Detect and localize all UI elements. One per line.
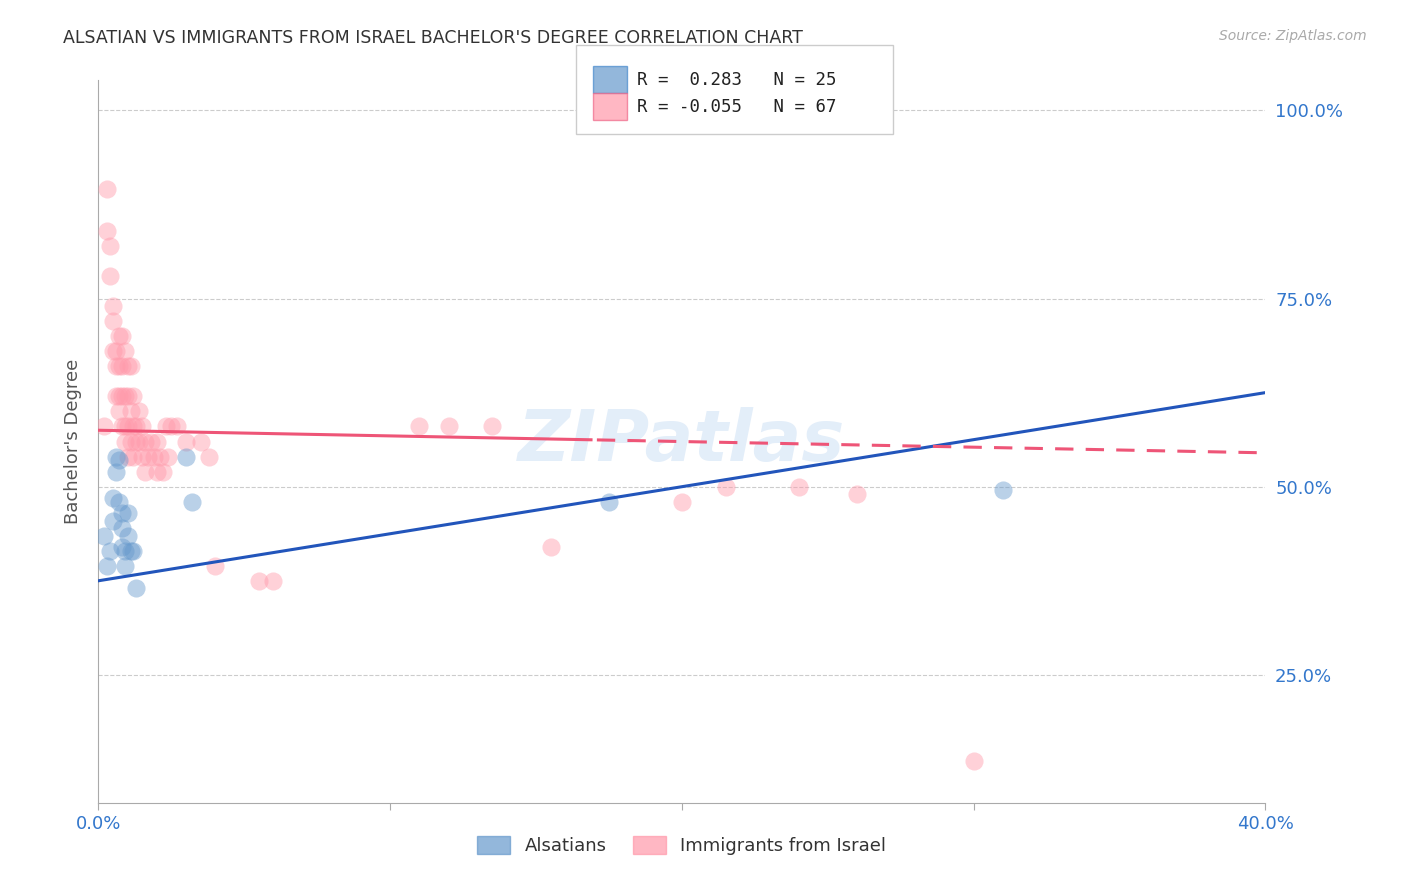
Point — [122, 450, 145, 464]
Point — [481, 419, 503, 434]
Point — [846, 487, 869, 501]
Point — [96, 182, 118, 196]
Point — [134, 434, 156, 449]
Point — [117, 389, 139, 403]
Point — [111, 359, 134, 374]
Text: ALSATIAN VS IMMIGRANTS FROM ISRAEL BACHELOR'S DEGREE CORRELATION CHART: ALSATIAN VS IMMIGRANTS FROM ISRAEL BACHE… — [63, 29, 803, 46]
Point — [437, 419, 460, 434]
Point — [108, 359, 131, 374]
Point — [108, 389, 131, 403]
Point — [104, 465, 127, 479]
Point — [98, 543, 121, 558]
Point — [122, 543, 145, 558]
Point — [714, 480, 737, 494]
Y-axis label: Bachelor's Degree: Bachelor's Degree — [63, 359, 82, 524]
Point — [117, 506, 139, 520]
Point — [962, 755, 984, 769]
Point — [114, 558, 136, 573]
Point — [142, 450, 165, 464]
Point — [96, 558, 118, 573]
Point — [93, 528, 115, 542]
Point — [787, 480, 810, 494]
Point — [122, 389, 145, 403]
Point — [111, 506, 134, 520]
Point — [108, 453, 131, 467]
Point — [157, 450, 180, 464]
Point — [146, 434, 169, 449]
Point — [101, 514, 124, 528]
Point — [96, 224, 118, 238]
Text: ZIPatlas: ZIPatlas — [519, 407, 845, 476]
Point — [125, 582, 148, 596]
Point — [101, 314, 124, 328]
Point — [104, 344, 127, 359]
Point — [114, 419, 136, 434]
Point — [114, 434, 136, 449]
Point — [117, 528, 139, 542]
Point — [111, 389, 134, 403]
Point — [104, 389, 127, 403]
Point — [146, 465, 169, 479]
Point — [120, 404, 142, 418]
Point — [108, 494, 131, 508]
Point — [180, 494, 202, 508]
Point — [111, 540, 134, 554]
Point — [152, 465, 174, 479]
Point — [125, 434, 148, 449]
Point — [139, 434, 162, 449]
Point — [671, 494, 693, 508]
Point — [104, 450, 127, 464]
Point — [117, 419, 139, 434]
Point — [131, 450, 153, 464]
Point — [991, 483, 1014, 498]
Legend: Alsatians, Immigrants from Israel: Alsatians, Immigrants from Israel — [470, 829, 894, 863]
Point — [114, 344, 136, 359]
Point — [101, 344, 124, 359]
Point — [262, 574, 284, 588]
Point — [198, 450, 221, 464]
Point — [98, 268, 121, 283]
Point — [111, 419, 134, 434]
Point — [120, 543, 142, 558]
Point — [117, 359, 139, 374]
Point — [108, 404, 131, 418]
Point — [190, 434, 212, 449]
Point — [128, 434, 150, 449]
Point — [125, 419, 148, 434]
Point — [134, 465, 156, 479]
Point — [149, 450, 172, 464]
Point — [128, 404, 150, 418]
Point — [136, 450, 159, 464]
Text: R =  0.283   N = 25: R = 0.283 N = 25 — [637, 70, 837, 88]
Point — [114, 389, 136, 403]
Point — [540, 540, 562, 554]
Point — [174, 434, 197, 449]
Point — [120, 359, 142, 374]
Point — [247, 574, 270, 588]
Text: Source: ZipAtlas.com: Source: ZipAtlas.com — [1219, 29, 1367, 43]
Point — [174, 450, 197, 464]
Point — [101, 491, 124, 505]
Point — [104, 359, 127, 374]
Point — [122, 419, 145, 434]
Point — [166, 419, 188, 434]
Point — [111, 329, 134, 343]
Point — [117, 450, 139, 464]
Point — [160, 419, 183, 434]
Point — [131, 419, 153, 434]
Point — [111, 521, 134, 535]
Point — [108, 329, 131, 343]
Point — [98, 239, 121, 253]
Point — [204, 558, 226, 573]
Point — [155, 419, 177, 434]
Point — [408, 419, 430, 434]
Point — [101, 299, 124, 313]
Point — [114, 543, 136, 558]
Point — [93, 419, 115, 434]
Point — [120, 434, 142, 449]
Text: R = -0.055   N = 67: R = -0.055 N = 67 — [637, 98, 837, 116]
Point — [598, 494, 620, 508]
